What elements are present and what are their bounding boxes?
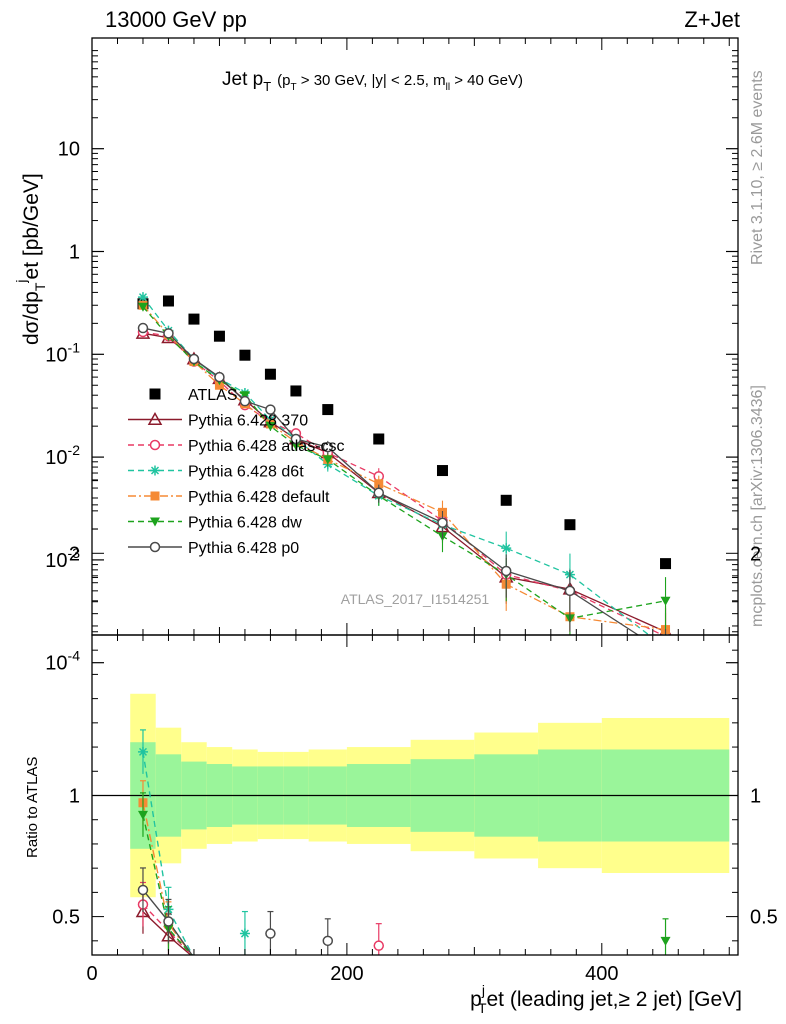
series-point — [500, 494, 512, 506]
analysis-label: ATLAS_2017_I1514251 — [341, 591, 490, 607]
series-point — [322, 455, 333, 465]
ratio-point — [163, 916, 174, 927]
x-tick-label: 200 — [330, 963, 363, 985]
x-axis-label: pj Tet (leading jet,≥ 2 jet) [GeV] — [470, 982, 742, 1016]
series-point — [137, 292, 148, 303]
legend-label: Pythia 6.428 default — [188, 489, 330, 506]
ratio-curve — [142, 751, 194, 955]
legend-marker — [147, 411, 163, 426]
series-point — [137, 302, 148, 312]
series-point — [290, 385, 302, 397]
ratio-curve — [142, 814, 193, 955]
series-point — [322, 404, 334, 416]
legend-marker — [149, 439, 161, 451]
ratio-y-tick-label: 0.5 — [52, 907, 80, 929]
y-tick-label: 10-3 — [45, 545, 80, 572]
series-point — [322, 441, 334, 453]
series-point — [239, 349, 251, 361]
series-point — [264, 368, 276, 380]
series-point — [188, 313, 200, 325]
legend-marker — [150, 491, 160, 501]
ratio-panel — [92, 693, 738, 955]
series-point — [373, 433, 385, 445]
series-point — [239, 391, 250, 401]
series-point — [214, 371, 225, 383]
ratio-y-tick-label: 1 — [69, 786, 80, 808]
ratio-point — [373, 940, 385, 951]
series-point — [500, 565, 512, 577]
legend-marker — [149, 541, 161, 553]
series-point — [564, 585, 576, 597]
series-point — [660, 558, 672, 570]
plot-title: Jet pT (pT > 30 GeV, |y| < 2.5, mll > 40 … — [222, 69, 523, 94]
series-point — [661, 643, 671, 653]
ratio-y-tick-label: 2 — [69, 543, 80, 565]
ratio-y-axis-label: Ratio to ATLAS — [24, 757, 41, 858]
ratio-point — [660, 936, 671, 946]
series-point — [265, 404, 276, 415]
ratio-point — [239, 928, 250, 939]
ratio-point — [137, 810, 148, 820]
legend-label: Pythia 6.428 atlas-csc — [188, 438, 345, 455]
series-point — [137, 322, 149, 334]
series-point — [661, 648, 670, 657]
series-point — [290, 441, 301, 451]
legend-marker — [150, 517, 160, 527]
y-tick-label: 10 — [58, 139, 80, 161]
legend-label: Pythia 6.428 p0 — [188, 540, 299, 557]
y-tick-label: 1 — [69, 242, 80, 264]
ratio-point — [322, 935, 334, 947]
series-point — [290, 433, 302, 445]
y-tick-label: 10-1 — [45, 339, 80, 366]
series-point — [501, 543, 512, 554]
series-point — [374, 479, 384, 489]
series-point — [214, 380, 224, 390]
legend-marker — [150, 465, 160, 476]
series-point — [162, 295, 174, 307]
y-tick-label: 10-2 — [45, 442, 80, 469]
ratio-y-tick-label-right: 1 — [750, 786, 761, 808]
series-point — [239, 395, 251, 407]
legend-marker — [149, 388, 161, 400]
series-point — [660, 596, 671, 606]
mcplots-label: mcplots.cern.ch [arXiv:1306.3436] — [749, 385, 766, 627]
ratio-point — [137, 746, 148, 757]
series-point — [373, 487, 385, 498]
ratio-y-tick-label-right: 0.5 — [750, 907, 778, 929]
x-tick-label: 400 — [585, 963, 618, 985]
series-point — [437, 517, 448, 528]
axes: 10 1 10-1 10-2 10-3 10-4 0 200 400 0.5 0.5 1 1 2 2 — [45, 38, 778, 985]
header-right: Z+Jet — [684, 7, 740, 32]
ratio-point — [265, 928, 276, 939]
series-point — [163, 328, 174, 339]
series-point — [188, 353, 200, 365]
main-panel — [135, 292, 672, 657]
series-point — [436, 465, 448, 477]
series-point — [564, 519, 576, 531]
y-axis-label: dσ/dpTjet [pb/GeV] — [13, 173, 48, 345]
legend-label: Pythia 6.428 370 — [188, 413, 308, 430]
legend: ATLAS Pythia 6.428 370 Pythia 6.428 atlas-… — [128, 387, 345, 557]
y-tick-label: 10-4 — [45, 648, 80, 675]
ratio-y-tick-label-right: 2 — [750, 543, 761, 565]
legend-label: ATLAS — [188, 387, 238, 404]
header-left: 13000 GeV pp — [105, 7, 247, 32]
rivet-label: Rivet 3.1.10, ≥ 2.6M events — [749, 70, 766, 265]
legend-label: Pythia 6.428 d6t — [188, 464, 304, 481]
series-point — [265, 422, 276, 432]
series-point — [213, 330, 225, 342]
legend-label: Pythia 6.428 dw — [188, 515, 302, 532]
x-tick-label: 0 — [86, 963, 97, 985]
ratio-point — [137, 884, 149, 896]
